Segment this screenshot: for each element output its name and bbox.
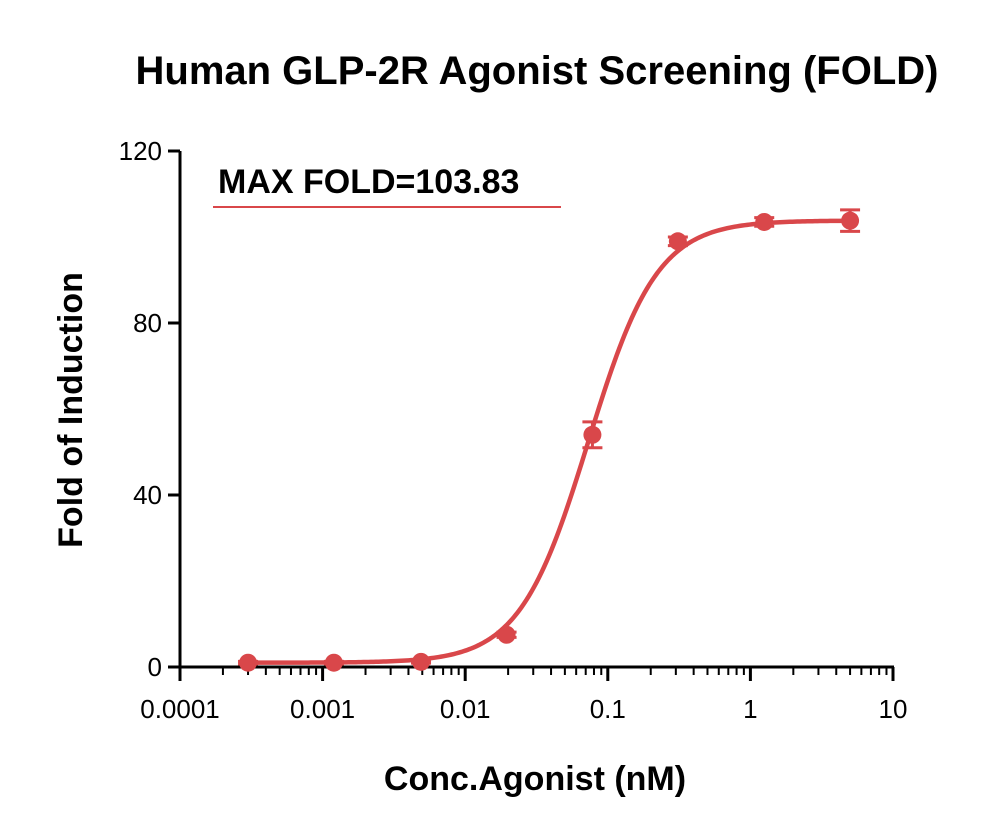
chart-title: Human GLP-2R Agonist Screening (FOLD) (136, 49, 939, 93)
data-point (412, 652, 431, 671)
data-point (239, 653, 258, 672)
data-point (583, 425, 602, 444)
y-tick-label: 80 (133, 308, 162, 338)
data-point (497, 625, 516, 644)
data-point (755, 212, 774, 231)
x-tick-label: 0.001 (290, 694, 355, 724)
data-point (668, 232, 687, 251)
y-tick-label: 120 (119, 136, 162, 166)
data-point (841, 211, 860, 230)
x-tick-label: 0.0001 (140, 694, 220, 724)
y-tick-label: 40 (133, 480, 162, 510)
max-fold-annotation: MAX FOLD=103.83 (218, 163, 519, 201)
plot-area (238, 208, 861, 672)
x-tick-label: 1 (743, 694, 757, 724)
x-axis-label: Conc.Agonist (nM) (384, 760, 686, 798)
fit-curve (248, 218, 851, 665)
x-tick-label: 0.1 (590, 694, 626, 724)
axes: 0 40 80 120 0.0001 0.001 0.01 0.1 1 10 (119, 136, 908, 724)
x-tick-label: 10 (879, 694, 908, 724)
y-tick-label: 0 (148, 652, 162, 682)
y-axis-label: Fold of Induction (52, 272, 90, 548)
data-point (324, 653, 343, 672)
x-tick-label: 0.01 (440, 694, 491, 724)
